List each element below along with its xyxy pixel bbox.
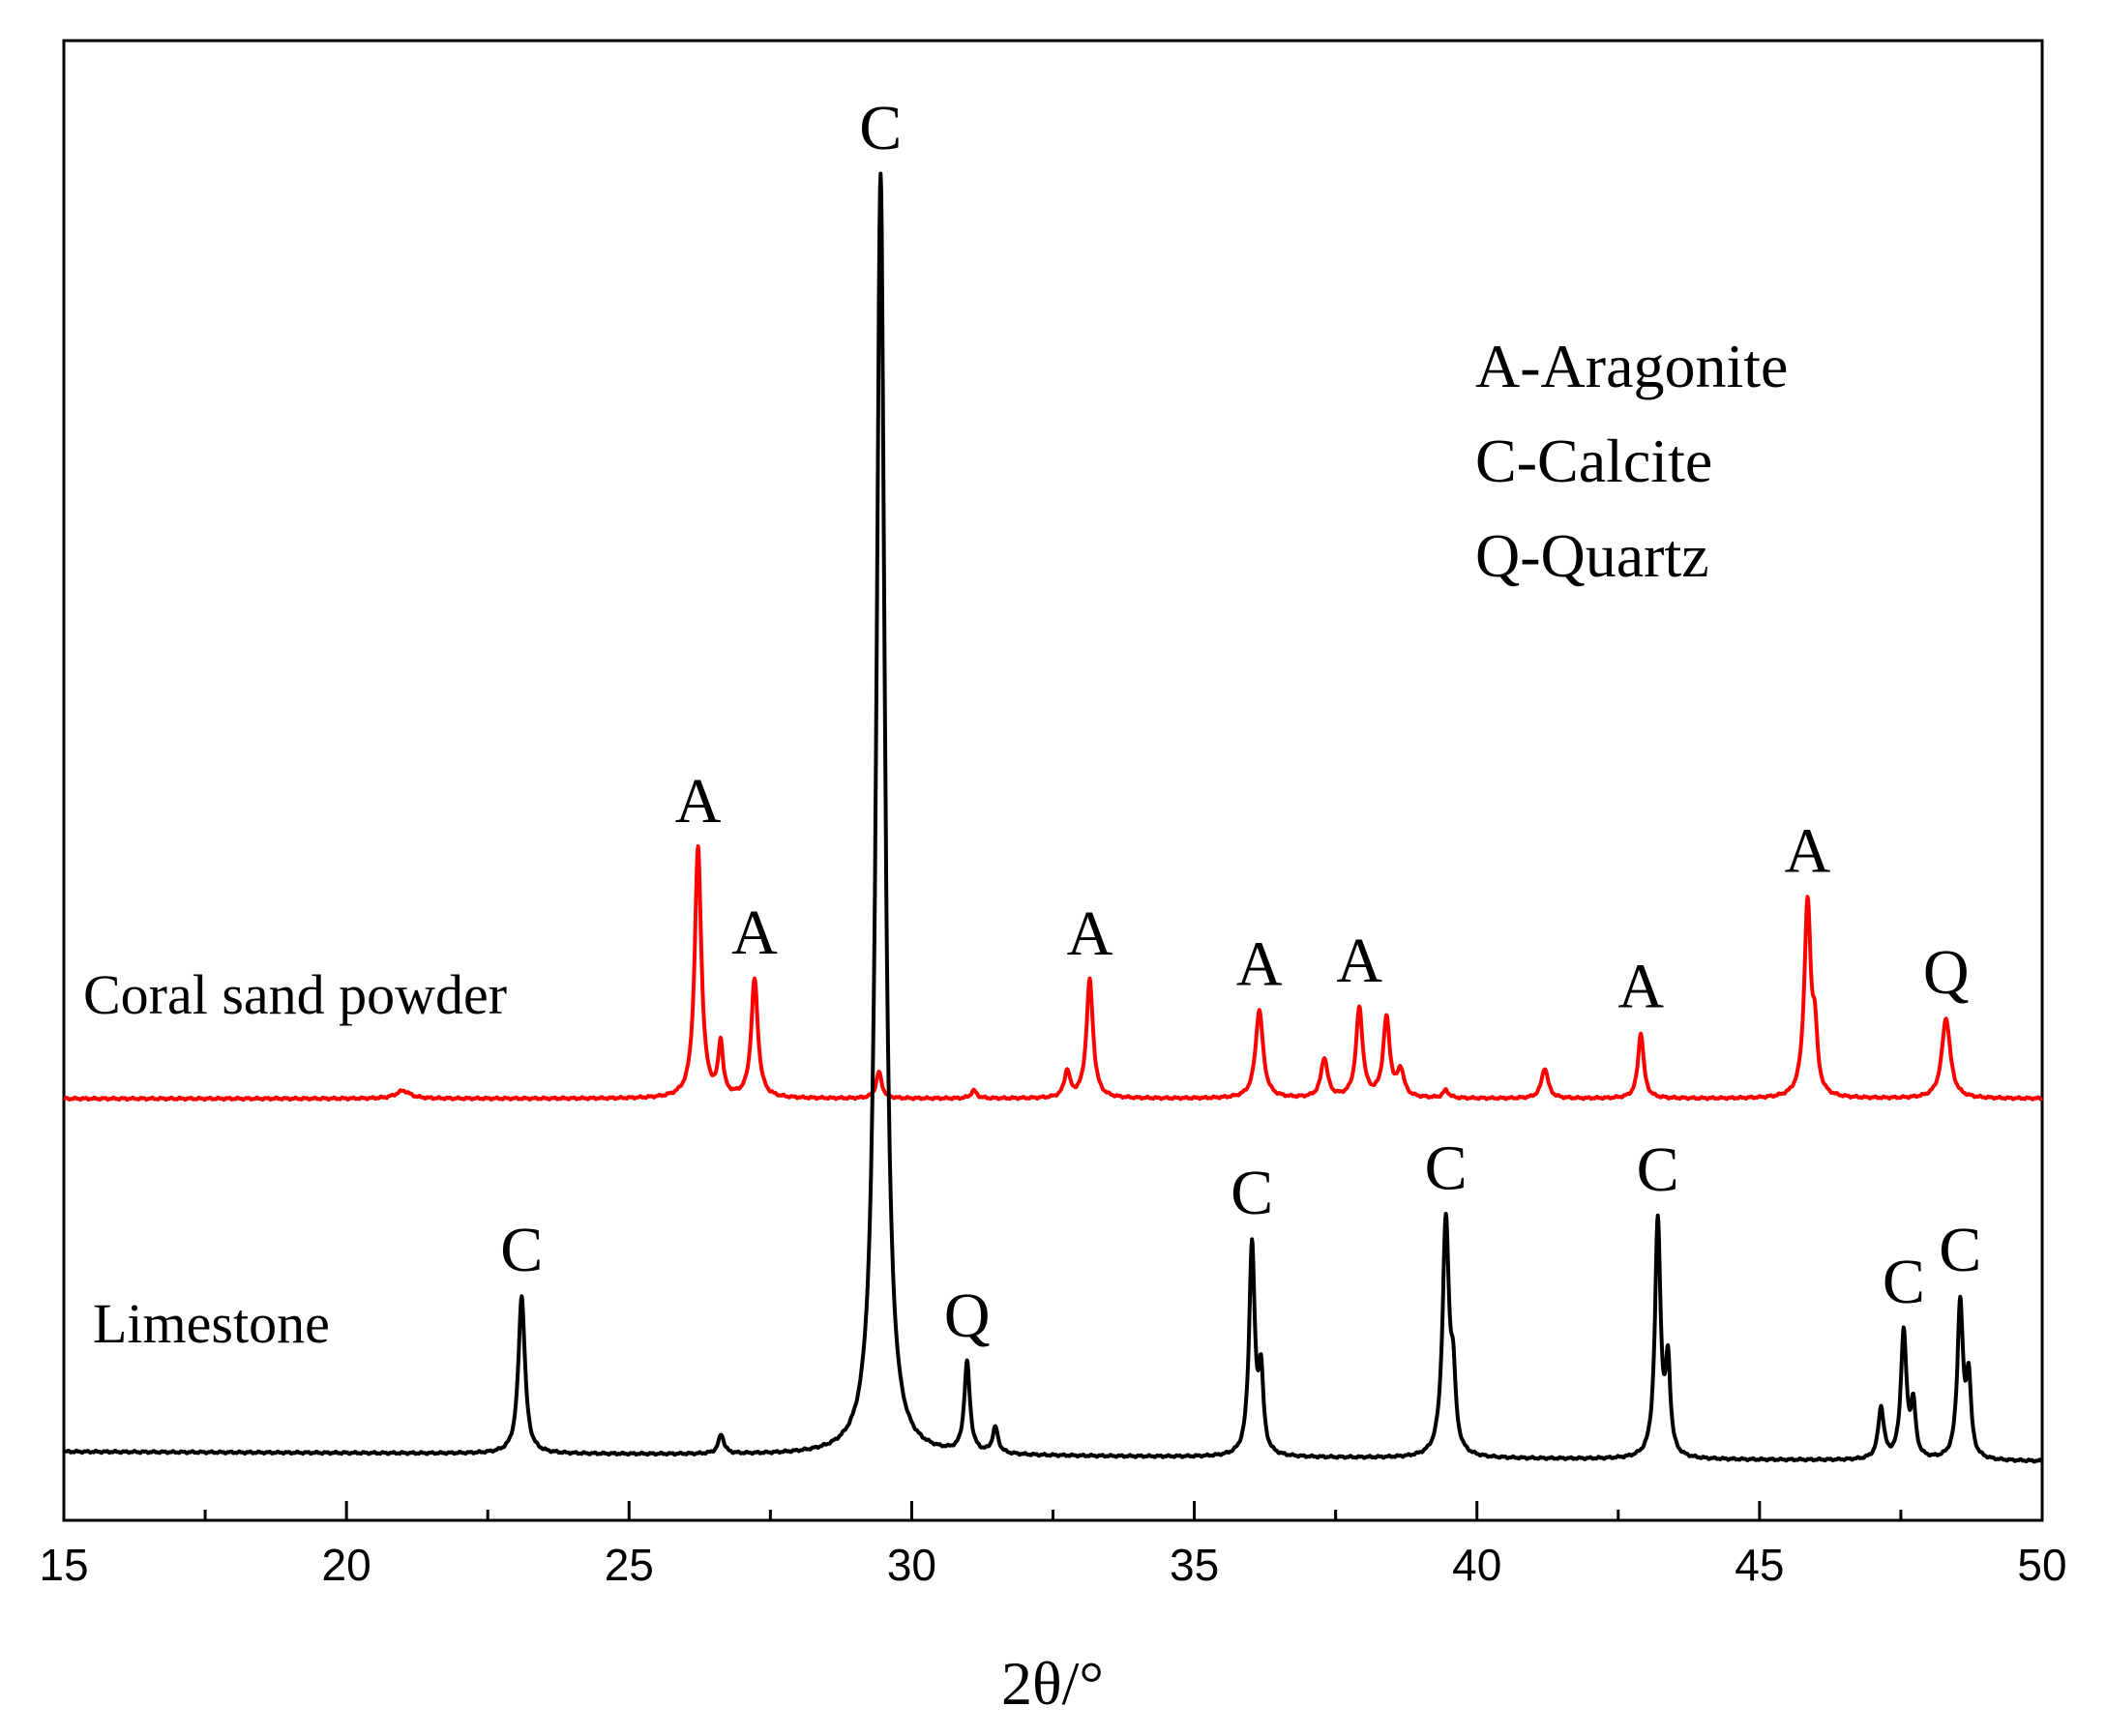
peak-annotation: A	[1617, 952, 1664, 1022]
series-label: Limestone	[93, 1292, 330, 1355]
series-labels: Coral sand powder Limestone	[83, 963, 507, 1355]
peak-annotation: A	[1067, 898, 1113, 969]
x-axis-ticks: 15 20 25 30 35 40 45 50	[39, 1501, 2067, 1590]
x-tick-label: 35	[1170, 1540, 1219, 1590]
x-tick-label: 30	[887, 1540, 936, 1590]
x-tick-label: 20	[322, 1540, 371, 1590]
series-layer	[62, 171, 2044, 1464]
x-tick-label: 45	[1735, 1540, 1784, 1590]
series-line-coral-sand-powder	[62, 844, 2044, 1103]
legend-entry: Q-Quartz	[1475, 521, 1709, 590]
peak-annotation: A	[1785, 816, 1831, 887]
phase-legend: A-Aragonite C-Calcite Q-Quartz	[1475, 332, 1788, 590]
peak-annotation: A	[1236, 928, 1283, 999]
peak-annotation: C	[500, 1215, 543, 1285]
series-line-limestone	[62, 171, 2044, 1464]
peak-annotation: C	[1939, 1215, 1981, 1285]
peak-annotation: Q	[1923, 937, 1970, 1008]
peak-annotation: A	[675, 766, 722, 837]
peak-annotation: C	[1883, 1247, 1925, 1317]
plot-frame	[62, 39, 2044, 1522]
peak-annotation: Q	[944, 1280, 991, 1351]
x-tick-label: 50	[2017, 1540, 2066, 1590]
x-axis-label: 2θ/°	[1001, 1649, 1104, 1718]
legend-entry: A-Aragonite	[1475, 332, 1788, 400]
peak-annotation: A	[1336, 926, 1382, 996]
peak-annotation: A	[731, 897, 778, 968]
peak-annotation: C	[1637, 1134, 1679, 1205]
x-tick-label: 25	[605, 1540, 654, 1590]
peak-annotation: C	[1425, 1133, 1468, 1203]
x-tick-label: 40	[1452, 1540, 1501, 1590]
series-label: Coral sand powder	[83, 963, 507, 1026]
legend-entry: C-Calcite	[1475, 427, 1712, 495]
x-tick-label: 15	[39, 1540, 88, 1590]
peak-annotation: C	[859, 93, 902, 163]
peak-annotation: C	[1231, 1158, 1273, 1228]
